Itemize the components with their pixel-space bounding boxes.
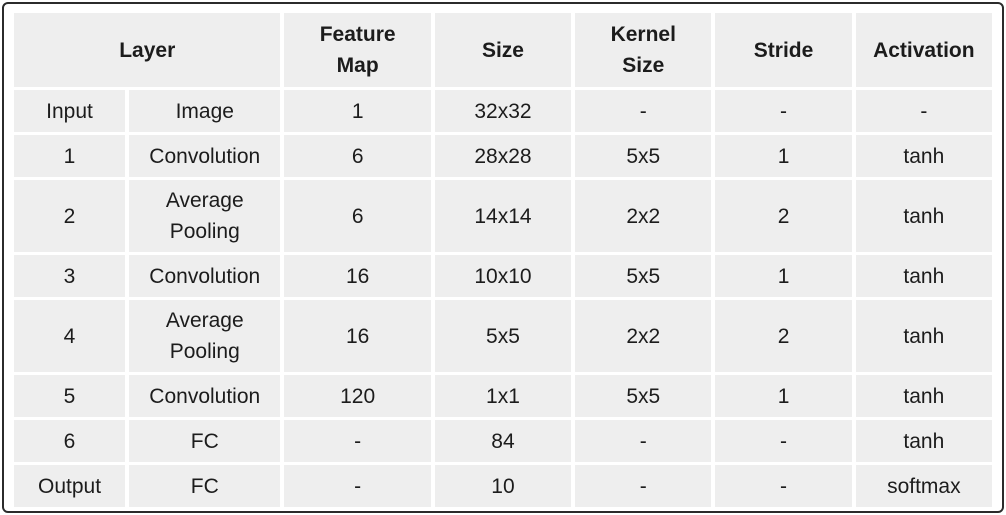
cell-kernel-size: - xyxy=(575,465,712,507)
cell-stride: - xyxy=(715,90,852,132)
cell-kernel-size: 5x5 xyxy=(575,255,712,297)
cell-feature-map: 6 xyxy=(284,180,431,252)
cell-type-line1: Average xyxy=(165,189,244,212)
cell-type: Average Pooling xyxy=(129,180,281,252)
cell-stride: - xyxy=(715,465,852,507)
cell-activation: tanh xyxy=(855,300,992,372)
cell-stride: 1 xyxy=(715,375,852,417)
cell-size: 84 xyxy=(434,420,572,462)
header-row: Layer Feature Map Size Kernel Size Strid… xyxy=(14,13,992,87)
header-feature-map-line1: Feature xyxy=(319,23,396,46)
cell-kernel-size: 5x5 xyxy=(575,135,712,177)
cell-size: 10x10 xyxy=(434,255,572,297)
header-layer: Layer xyxy=(14,13,281,87)
architecture-table: Layer Feature Map Size Kernel Size Strid… xyxy=(10,10,996,510)
cell-type-line2: Pooling xyxy=(169,340,240,363)
cell-activation: - xyxy=(855,90,992,132)
cell-layer: 2 xyxy=(14,180,126,252)
table-row: 2 Average Pooling 6 14x14 2x2 2 tanh xyxy=(14,180,992,252)
cell-kernel-size: 2x2 xyxy=(575,180,712,252)
cell-activation: tanh xyxy=(855,180,992,252)
cell-type: Convolution xyxy=(129,375,281,417)
cell-type: FC xyxy=(129,420,281,462)
header-kernel-line2: Size xyxy=(622,54,665,77)
header-stride: Stride xyxy=(715,13,852,87)
cell-feature-map: 6 xyxy=(284,135,431,177)
cell-size: 1x1 xyxy=(434,375,572,417)
cell-size: 5x5 xyxy=(434,300,572,372)
cell-layer: 3 xyxy=(14,255,126,297)
table-row: 6 FC -84- - tanh xyxy=(14,420,992,462)
cell-stride: - xyxy=(715,420,852,462)
cell-layer: 4 xyxy=(14,300,126,372)
cell-kernel-size: 2x2 xyxy=(575,300,712,372)
cell-stride: 1 xyxy=(715,255,852,297)
cell-feature-map: - xyxy=(284,420,431,462)
cell-stride: 2 xyxy=(715,300,852,372)
cell-feature-map: 1 xyxy=(284,90,431,132)
cell-type: Average Pooling xyxy=(129,300,281,372)
cell-type: Image xyxy=(129,90,281,132)
cell-activation: tanh xyxy=(855,420,992,462)
table-row: 1 Convolution 6 28x28 5x5 1 tanh xyxy=(14,135,992,177)
cell-feature-map: 120 xyxy=(284,375,431,417)
cell-layer: 6 xyxy=(14,420,126,462)
table-row: Input Image 1 32x32- - - xyxy=(14,90,992,132)
table-row: 5 Convolution 120 1x1 5x5 1 tanh xyxy=(14,375,992,417)
header-feature-map-line2: Map xyxy=(336,54,379,77)
cell-size: 10 xyxy=(434,465,572,507)
cell-feature-map: 16 xyxy=(284,300,431,372)
cell-activation: tanh xyxy=(855,255,992,297)
cell-stride: 2 xyxy=(715,180,852,252)
cell-layer: 1 xyxy=(14,135,126,177)
cell-layer: Output xyxy=(14,465,126,507)
cell-activation: softmax xyxy=(855,465,992,507)
header-activation: Activation xyxy=(855,13,992,87)
cell-size: 32x32 xyxy=(434,90,572,132)
header-kernel-size: Kernel Size xyxy=(575,13,712,87)
cell-layer: 5 xyxy=(14,375,126,417)
cell-feature-map: 16 xyxy=(284,255,431,297)
header-feature-map: Feature Map xyxy=(284,13,431,87)
cell-type-line2: Pooling xyxy=(169,220,240,243)
cell-kernel-size: - xyxy=(575,90,712,132)
cell-feature-map: - xyxy=(284,465,431,507)
cell-type: FC xyxy=(129,465,281,507)
cell-kernel-size: 5x5 xyxy=(575,375,712,417)
cell-type: Convolution xyxy=(129,135,281,177)
cell-type-line1: Average xyxy=(165,309,244,332)
table-body: Input Image 1 32x32- - -1 Convolution 6 28x28 5x5… xyxy=(14,90,992,507)
table-row: 3 Convolution 16 10x10 5x5 1 tanh xyxy=(14,255,992,297)
cell-size: 28x28 xyxy=(434,135,572,177)
header-size: Size xyxy=(434,13,572,87)
cell-type: Convolution xyxy=(129,255,281,297)
cell-activation: tanh xyxy=(855,135,992,177)
cell-activation: tanh xyxy=(855,375,992,417)
cell-size: 14x14 xyxy=(434,180,572,252)
cell-stride: 1 xyxy=(715,135,852,177)
table-row: Output FC -10- - softmax xyxy=(14,465,992,507)
table-row: 4 Average Pooling 16 5x5 2x2 2 tanh xyxy=(14,300,992,372)
header-kernel-line1: Kernel xyxy=(610,23,676,46)
cell-layer: Input xyxy=(14,90,126,132)
cell-kernel-size: - xyxy=(575,420,712,462)
